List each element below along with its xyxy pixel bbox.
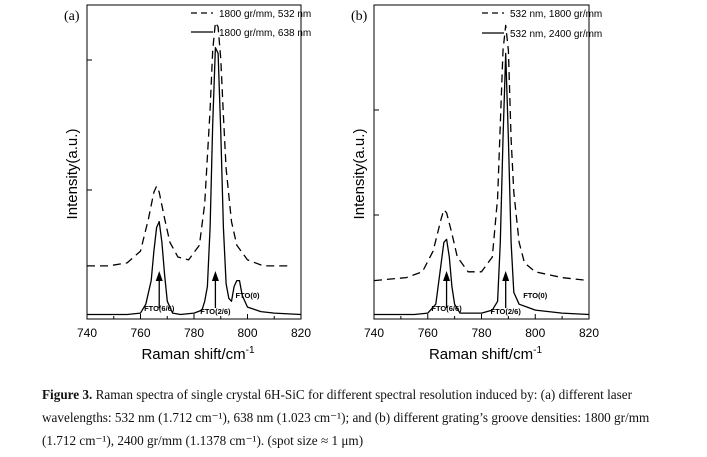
x-tick-label: 740 [77,326,97,340]
annotation-label: FTO(6/6) [144,304,175,313]
caption-text: Raman spectra of single crystal 6H-SiC f… [42,387,650,448]
annotation-arrowhead [443,271,451,281]
plot-frame [86,4,302,320]
x-tick-label: 780 [471,326,491,340]
x-axis-label: Raman shift/cm-1 [141,345,255,363]
y-axis-label: Intensity(a.u.) [351,129,368,220]
x-tick-label: 800 [525,326,545,340]
legend-label: 1800 gr/mm, 638 nm [219,28,311,39]
y-axis-label: Intensity(a.u.) [64,129,81,220]
annotation-arrowhead [502,271,510,281]
x-tick-label: 820 [579,326,599,340]
annotation-label: FTO(2/6) [200,307,231,316]
chart-panel-a: 740 760 780 800 820 Raman shift/cm-1 Intensity… [64,4,311,363]
figure-caption: Figure 3. Raman spectra of single crysta… [42,383,682,452]
legend-label: 532 nm, 2400 gr/mm [510,29,602,40]
caption-lead: Figure 3. [42,387,93,402]
x-tick-label: 800 [237,326,257,340]
annotation-label: FTO(0) [523,291,548,300]
figure: 740 760 780 800 820 Raman shift/cm-1 Intensity… [64,4,602,363]
annotation-label: FTO(0) [235,291,260,300]
legend-label: 532 nm, 1800 gr/mm [510,9,602,20]
chart-panel-b: 740 760 780 800 820 Raman shift/cm-1 Intensity… [351,4,602,363]
x-tick-label: 780 [184,326,204,340]
panel-label: (b) [351,9,368,24]
x-tick-label: 760 [418,326,438,340]
series-line-solid [374,52,590,316]
annotation-label: FTO(6/6) [431,304,462,313]
x-tick-label: 740 [364,326,384,340]
x-axis-label: Raman shift/cm-1 [429,345,543,363]
x-tick-label: 760 [130,326,150,340]
annotation-arrowhead [211,271,219,281]
series-line-solid [87,46,302,316]
series-line-dashed [87,21,288,267]
series-line-dashed [373,24,590,282]
annotation-label: FTO(2/6) [491,307,522,316]
panel-label: (a) [64,9,80,24]
x-tick-label: 820 [291,326,311,340]
annotation-arrowhead [155,271,163,281]
legend-label: 1800 gr/mm, 532 nm [219,9,311,20]
